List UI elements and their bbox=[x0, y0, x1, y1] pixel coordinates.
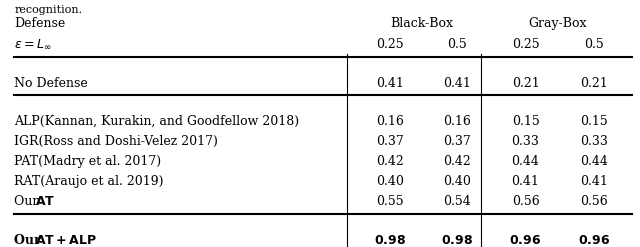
Text: 0.54: 0.54 bbox=[443, 195, 471, 208]
Text: Our: Our bbox=[14, 234, 45, 247]
Text: 0.56: 0.56 bbox=[511, 195, 540, 208]
Text: $\mathbf{0.98}$: $\mathbf{0.98}$ bbox=[374, 234, 406, 247]
Text: 0.40: 0.40 bbox=[376, 175, 404, 188]
Text: 0.21: 0.21 bbox=[580, 77, 608, 90]
Text: RAT(Araujo et al. 2019): RAT(Araujo et al. 2019) bbox=[14, 175, 164, 188]
Text: Gray-Box: Gray-Box bbox=[528, 17, 587, 30]
Text: 0.25: 0.25 bbox=[512, 38, 540, 51]
Text: Defense: Defense bbox=[14, 17, 65, 30]
Text: Black-Box: Black-Box bbox=[390, 17, 454, 30]
Text: recognition.: recognition. bbox=[14, 5, 83, 15]
Text: IGR(Ross and Doshi-Velez 2017): IGR(Ross and Doshi-Velez 2017) bbox=[14, 135, 218, 148]
Text: 0.5: 0.5 bbox=[584, 38, 604, 51]
Text: 0.15: 0.15 bbox=[580, 115, 608, 128]
Text: 0.56: 0.56 bbox=[580, 195, 608, 208]
Text: ALP(Kannan, Kurakin, and Goodfellow 2018): ALP(Kannan, Kurakin, and Goodfellow 2018… bbox=[14, 115, 300, 128]
Text: $\mathbf{AT+ALP}$: $\mathbf{AT+ALP}$ bbox=[35, 234, 97, 247]
Text: 0.41: 0.41 bbox=[580, 175, 608, 188]
Text: 0.37: 0.37 bbox=[443, 135, 471, 148]
Text: $\mathbf{AT}$: $\mathbf{AT}$ bbox=[35, 195, 55, 208]
Text: 0.40: 0.40 bbox=[443, 175, 471, 188]
Text: 0.42: 0.42 bbox=[376, 155, 404, 168]
Text: 0.42: 0.42 bbox=[443, 155, 471, 168]
Text: 0.41: 0.41 bbox=[443, 77, 471, 90]
Text: 0.16: 0.16 bbox=[376, 115, 404, 128]
Text: $\mathbf{0.96}$: $\mathbf{0.96}$ bbox=[509, 234, 541, 247]
Text: 0.44: 0.44 bbox=[580, 155, 608, 168]
Text: 0.33: 0.33 bbox=[511, 135, 540, 148]
Text: 0.33: 0.33 bbox=[580, 135, 608, 148]
Text: No Defense: No Defense bbox=[14, 77, 88, 90]
Text: $\mathbf{0.96}$: $\mathbf{0.96}$ bbox=[578, 234, 610, 247]
Text: 0.44: 0.44 bbox=[511, 155, 540, 168]
Text: $\epsilon = L_\infty$: $\epsilon = L_\infty$ bbox=[14, 38, 52, 51]
Text: PAT(Madry et al. 2017): PAT(Madry et al. 2017) bbox=[14, 155, 161, 168]
Text: 0.25: 0.25 bbox=[376, 38, 404, 51]
Text: 0.37: 0.37 bbox=[376, 135, 404, 148]
Text: 0.55: 0.55 bbox=[376, 195, 404, 208]
Text: 0.41: 0.41 bbox=[376, 77, 404, 90]
Text: 0.21: 0.21 bbox=[511, 77, 540, 90]
Text: Our: Our bbox=[14, 195, 42, 208]
Text: 0.15: 0.15 bbox=[511, 115, 540, 128]
Text: 0.5: 0.5 bbox=[447, 38, 467, 51]
Text: $\mathbf{0.98}$: $\mathbf{0.98}$ bbox=[441, 234, 473, 247]
Text: 0.41: 0.41 bbox=[511, 175, 540, 188]
Text: 0.16: 0.16 bbox=[443, 115, 471, 128]
